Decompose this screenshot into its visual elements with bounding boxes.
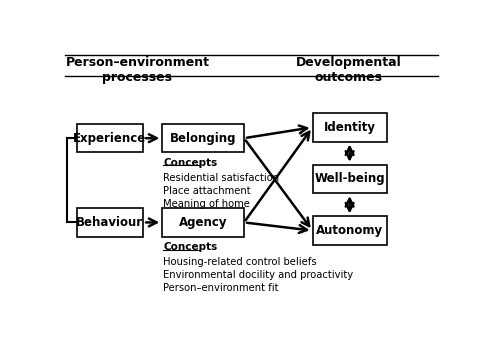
FancyBboxPatch shape	[162, 208, 244, 237]
FancyBboxPatch shape	[313, 216, 387, 245]
Text: Well-being: Well-being	[314, 173, 385, 185]
FancyBboxPatch shape	[313, 113, 387, 142]
Text: Concepts: Concepts	[164, 242, 218, 252]
FancyBboxPatch shape	[162, 124, 244, 152]
Text: Experience: Experience	[73, 132, 146, 145]
FancyBboxPatch shape	[313, 164, 387, 193]
Text: Agency: Agency	[179, 216, 227, 229]
Text: Autonomy: Autonomy	[316, 224, 383, 237]
Text: Belonging: Belonging	[170, 132, 236, 145]
Text: Environmental docility and proactivity: Environmental docility and proactivity	[164, 270, 354, 280]
FancyBboxPatch shape	[77, 124, 143, 152]
Text: Person–environment
processes: Person–environment processes	[65, 56, 210, 84]
Text: Behaviour: Behaviour	[76, 216, 143, 229]
Text: Housing-related control beliefs: Housing-related control beliefs	[164, 257, 317, 267]
Text: Identity: Identity	[324, 121, 376, 134]
Text: Residential satisfaction: Residential satisfaction	[164, 173, 279, 183]
Text: Concepts: Concepts	[164, 158, 218, 168]
FancyBboxPatch shape	[77, 208, 143, 237]
Text: Person–environment fit: Person–environment fit	[164, 283, 279, 293]
Text: Developmental
outcomes: Developmental outcomes	[296, 56, 402, 84]
Text: Place attachment: Place attachment	[164, 186, 251, 196]
Text: Meaning of home: Meaning of home	[164, 199, 250, 209]
